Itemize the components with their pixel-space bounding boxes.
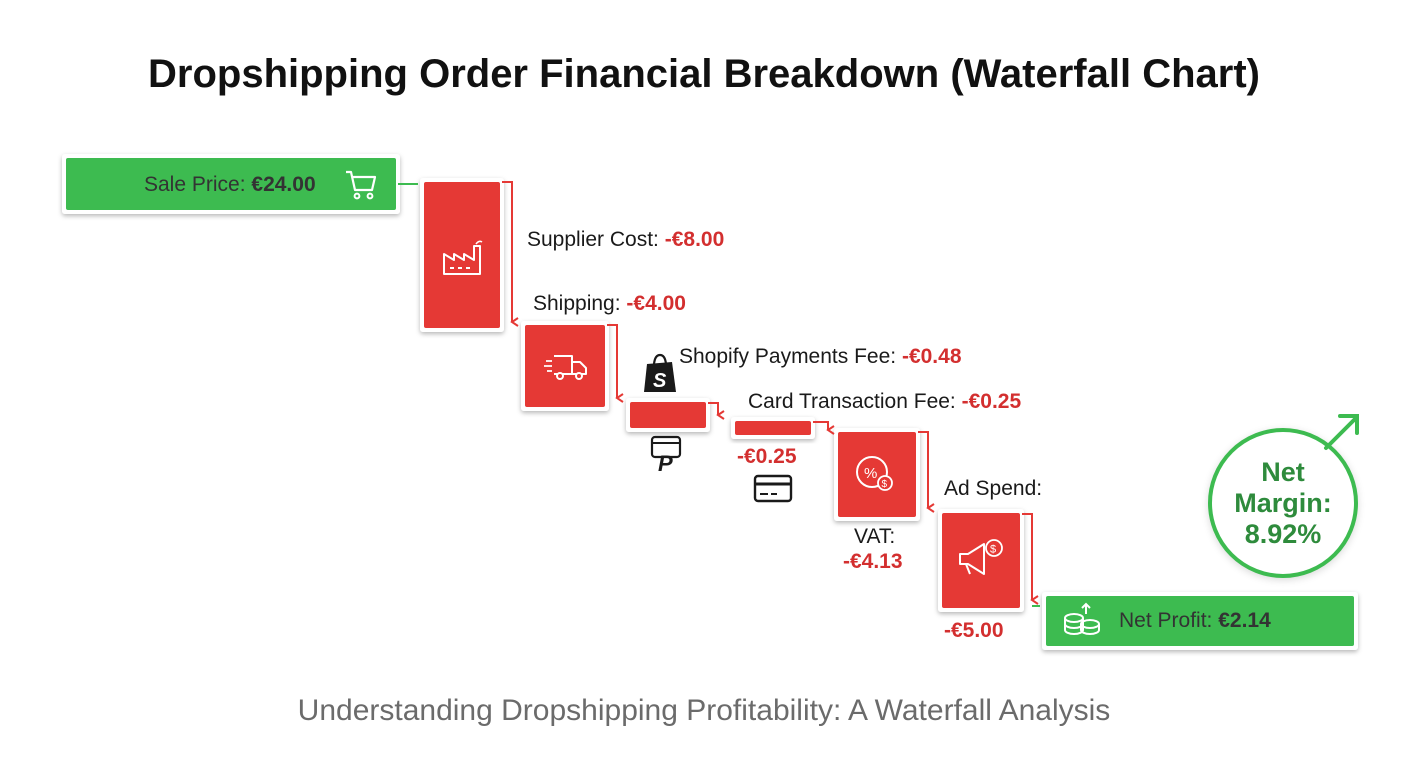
step-label-ad-spend: Ad Spend: — [944, 477, 1043, 500]
svg-text:$: $ — [990, 544, 996, 556]
factory-icon — [443, 240, 483, 275]
step-label-supplier-cost: Supplier Cost: -€8.00 — [527, 228, 724, 252]
payment-terminal-icon: P — [650, 435, 682, 476]
svg-text:S: S — [653, 370, 667, 392]
step-value: -€0.48 — [901, 345, 962, 368]
net-margin-line1: Net — [1261, 456, 1305, 487]
svg-text:%: % — [864, 465, 877, 482]
step-value: -€8.00 — [664, 228, 725, 251]
step-label-card-fee: Card Transaction Fee: -€0.25 — [748, 390, 1021, 414]
connector-shipping — [607, 324, 624, 403]
bar-vat — [838, 432, 916, 517]
net-margin-line2: Margin: — [1234, 487, 1332, 518]
step-label-shopify-fee: Shopify Payments Fee: -€0.48 — [679, 345, 962, 369]
coins-icon — [1064, 602, 1100, 635]
credit-card-icon — [753, 474, 793, 503]
truck-icon — [544, 355, 587, 380]
chart-title: Dropshipping Order Financial Breakdown (… — [148, 52, 1260, 96]
net-margin-badge: Net Margin: 8.92% — [1208, 428, 1358, 578]
percent-icon: %$ — [856, 456, 893, 491]
step-label-shipping: Shipping: -€4.00 — [533, 292, 686, 316]
megaphone-icon: $ — [959, 539, 1003, 575]
start-label: Sale Price: €24.00 — [144, 173, 316, 197]
net-profit-label-text: Net Profit: — [1119, 609, 1213, 632]
connector-supplier-cost — [502, 181, 519, 327]
step-label-text: Shopify Payments Fee: — [679, 345, 897, 368]
svg-text:P: P — [658, 451, 673, 476]
step-value-card-fee-below: -€0.25 — [737, 445, 797, 468]
step-label-text: Supplier Cost: — [527, 228, 659, 251]
bar-sale-price — [66, 158, 396, 210]
bar-ad-spend — [942, 513, 1020, 608]
step-label-text: Shipping: — [533, 292, 621, 315]
svg-text:$: $ — [882, 479, 888, 490]
step-value: -€4.00 — [626, 292, 686, 315]
step-value-vat: -€4.13 — [843, 550, 903, 573]
connector-vat — [918, 431, 935, 513]
arrow-up-right-icon — [1324, 414, 1359, 450]
connector-shopify-fee — [708, 402, 725, 420]
start-value: €24.00 — [251, 173, 316, 196]
start-label-text: Sale Price: — [144, 173, 246, 196]
net-profit-value: €2.14 — [1218, 609, 1271, 632]
bar-shopify-payments-fee — [630, 402, 706, 428]
bar-net-profit — [1046, 596, 1354, 646]
bar-supplier-cost — [424, 182, 500, 328]
bar-shipping — [525, 325, 605, 407]
step-label-vat: VAT: — [854, 525, 896, 548]
shopping-cart-icon — [346, 170, 377, 200]
connector-ad-spend — [1022, 513, 1039, 605]
chart-subtitle: Understanding Dropshipping Profitability… — [297, 694, 1111, 727]
step-value: -€0.25 — [961, 390, 1022, 413]
net-profit-label: Net Profit: €2.14 — [1119, 609, 1271, 633]
step-label-text: Card Transaction Fee: — [748, 390, 956, 413]
connector-card-fee — [813, 421, 835, 435]
step-value-ad-spend: -€5.00 — [944, 619, 1004, 642]
net-margin-value: 8.92% — [1244, 518, 1322, 549]
bar-card-transaction-fee — [735, 421, 811, 435]
shopify-bag-icon: S — [644, 353, 676, 392]
